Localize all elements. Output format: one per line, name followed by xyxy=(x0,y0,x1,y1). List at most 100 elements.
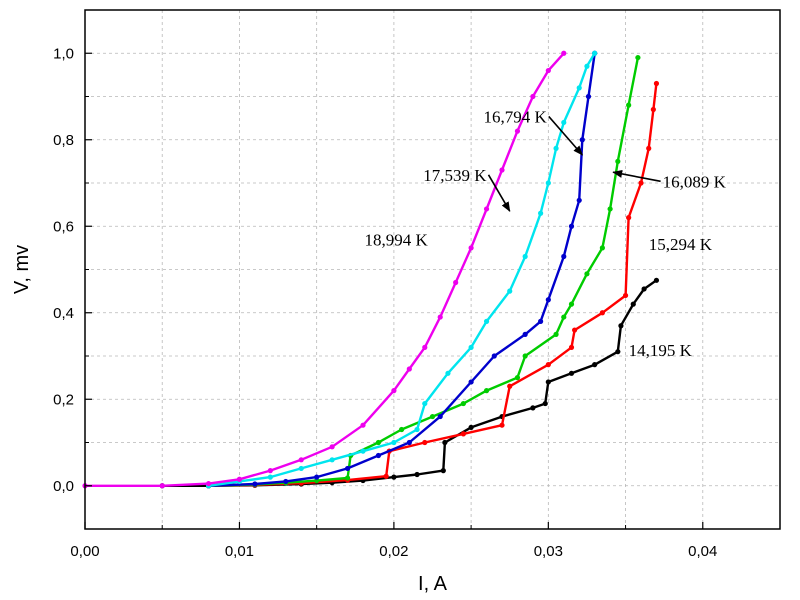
data-point xyxy=(592,362,598,368)
series-14-195-k xyxy=(159,277,660,489)
data-point xyxy=(561,50,567,56)
data-point xyxy=(530,405,536,411)
data-point xyxy=(391,439,397,446)
series-line xyxy=(208,57,640,487)
data-point xyxy=(468,245,474,251)
x-tick-label: 0,03 xyxy=(534,543,563,560)
series-15-294-k xyxy=(205,80,660,489)
data-point xyxy=(571,327,578,333)
data-point xyxy=(383,473,389,479)
data-point xyxy=(653,277,660,283)
data-point xyxy=(483,206,490,212)
data-point xyxy=(553,331,559,337)
series-line xyxy=(162,279,658,487)
data-point xyxy=(561,314,567,320)
series-layer xyxy=(82,50,660,489)
data-point xyxy=(437,314,443,320)
data-point xyxy=(592,50,598,56)
data-point xyxy=(599,245,605,251)
data-point xyxy=(542,400,548,407)
data-point xyxy=(360,448,366,454)
data-point xyxy=(576,85,582,91)
data-point xyxy=(414,426,420,433)
data-point xyxy=(576,197,582,203)
data-point xyxy=(460,400,466,407)
data-point xyxy=(445,370,451,376)
data-point xyxy=(406,366,412,372)
data-point xyxy=(329,444,335,450)
data-point xyxy=(579,137,585,143)
y-tick-label: 1,0 xyxy=(53,45,74,62)
data-point xyxy=(460,431,466,437)
data-point xyxy=(414,471,420,478)
data-point xyxy=(626,215,632,221)
data-point xyxy=(391,474,397,480)
x-tick-label: 0,02 xyxy=(379,543,408,560)
series-16-089-k xyxy=(205,54,641,489)
data-point xyxy=(491,353,497,359)
data-point xyxy=(406,439,412,446)
data-point xyxy=(298,457,304,463)
data-point xyxy=(568,223,575,229)
x-tick-label: 0,04 xyxy=(688,543,717,560)
y-tick-label: 0,8 xyxy=(53,132,74,149)
data-point xyxy=(468,379,474,385)
data-point xyxy=(641,286,647,292)
series-label: 18,994 K xyxy=(365,231,429,250)
data-point xyxy=(522,331,528,337)
series-16-794-k xyxy=(205,50,598,489)
annotation-layer: 14,195 K 15,294 K 16,089 K 16,794 K 17,539 K… xyxy=(365,107,727,360)
data-point xyxy=(545,180,551,186)
data-point xyxy=(650,106,656,113)
data-point xyxy=(298,465,304,472)
data-point xyxy=(545,297,551,303)
data-point xyxy=(568,344,575,350)
data-point xyxy=(630,301,636,307)
data-point xyxy=(507,383,513,389)
data-point xyxy=(618,323,624,329)
data-point xyxy=(522,253,528,260)
data-point xyxy=(607,206,613,212)
series-label: 15,294 K xyxy=(649,235,713,254)
data-point xyxy=(159,483,165,489)
data-point xyxy=(599,310,605,316)
grid-layer xyxy=(84,10,780,529)
data-point xyxy=(468,424,474,430)
y-tick-label: 0,4 xyxy=(53,305,74,322)
data-point xyxy=(422,439,428,446)
data-point xyxy=(499,422,505,428)
data-point xyxy=(507,288,513,294)
y-tick-label: 0,2 xyxy=(53,391,74,408)
series-label: 16,089 K xyxy=(663,172,727,191)
data-point xyxy=(422,400,428,407)
data-point xyxy=(267,468,273,474)
series-label: 17,539 K xyxy=(423,166,487,185)
data-point xyxy=(267,474,273,480)
y-axis-title: V, mv xyxy=(11,245,33,294)
data-point xyxy=(584,271,590,277)
tick-layer: 0,00 0,01 0,02 0,03 0,04 0,0 0,2 0,4 0,6 0,8 1,0 xyxy=(53,9,717,560)
data-point xyxy=(638,180,644,186)
data-point xyxy=(646,145,652,151)
data-point xyxy=(561,119,567,126)
series-line xyxy=(85,52,565,487)
data-point xyxy=(422,344,428,350)
data-point xyxy=(530,93,536,100)
data-point xyxy=(615,349,621,355)
annotation-arrow xyxy=(548,115,583,156)
data-point xyxy=(584,63,590,69)
data-point xyxy=(626,102,632,108)
data-point xyxy=(483,318,490,324)
data-point xyxy=(344,475,351,481)
data-point xyxy=(538,318,544,324)
data-point xyxy=(561,253,567,260)
series-18-994-k xyxy=(82,50,567,489)
data-point xyxy=(329,457,335,463)
y-tick-label: 0,6 xyxy=(53,218,74,235)
data-point xyxy=(545,379,551,385)
x-axis-title: I, A xyxy=(418,573,448,595)
data-point xyxy=(468,344,474,350)
data-point xyxy=(429,413,436,420)
